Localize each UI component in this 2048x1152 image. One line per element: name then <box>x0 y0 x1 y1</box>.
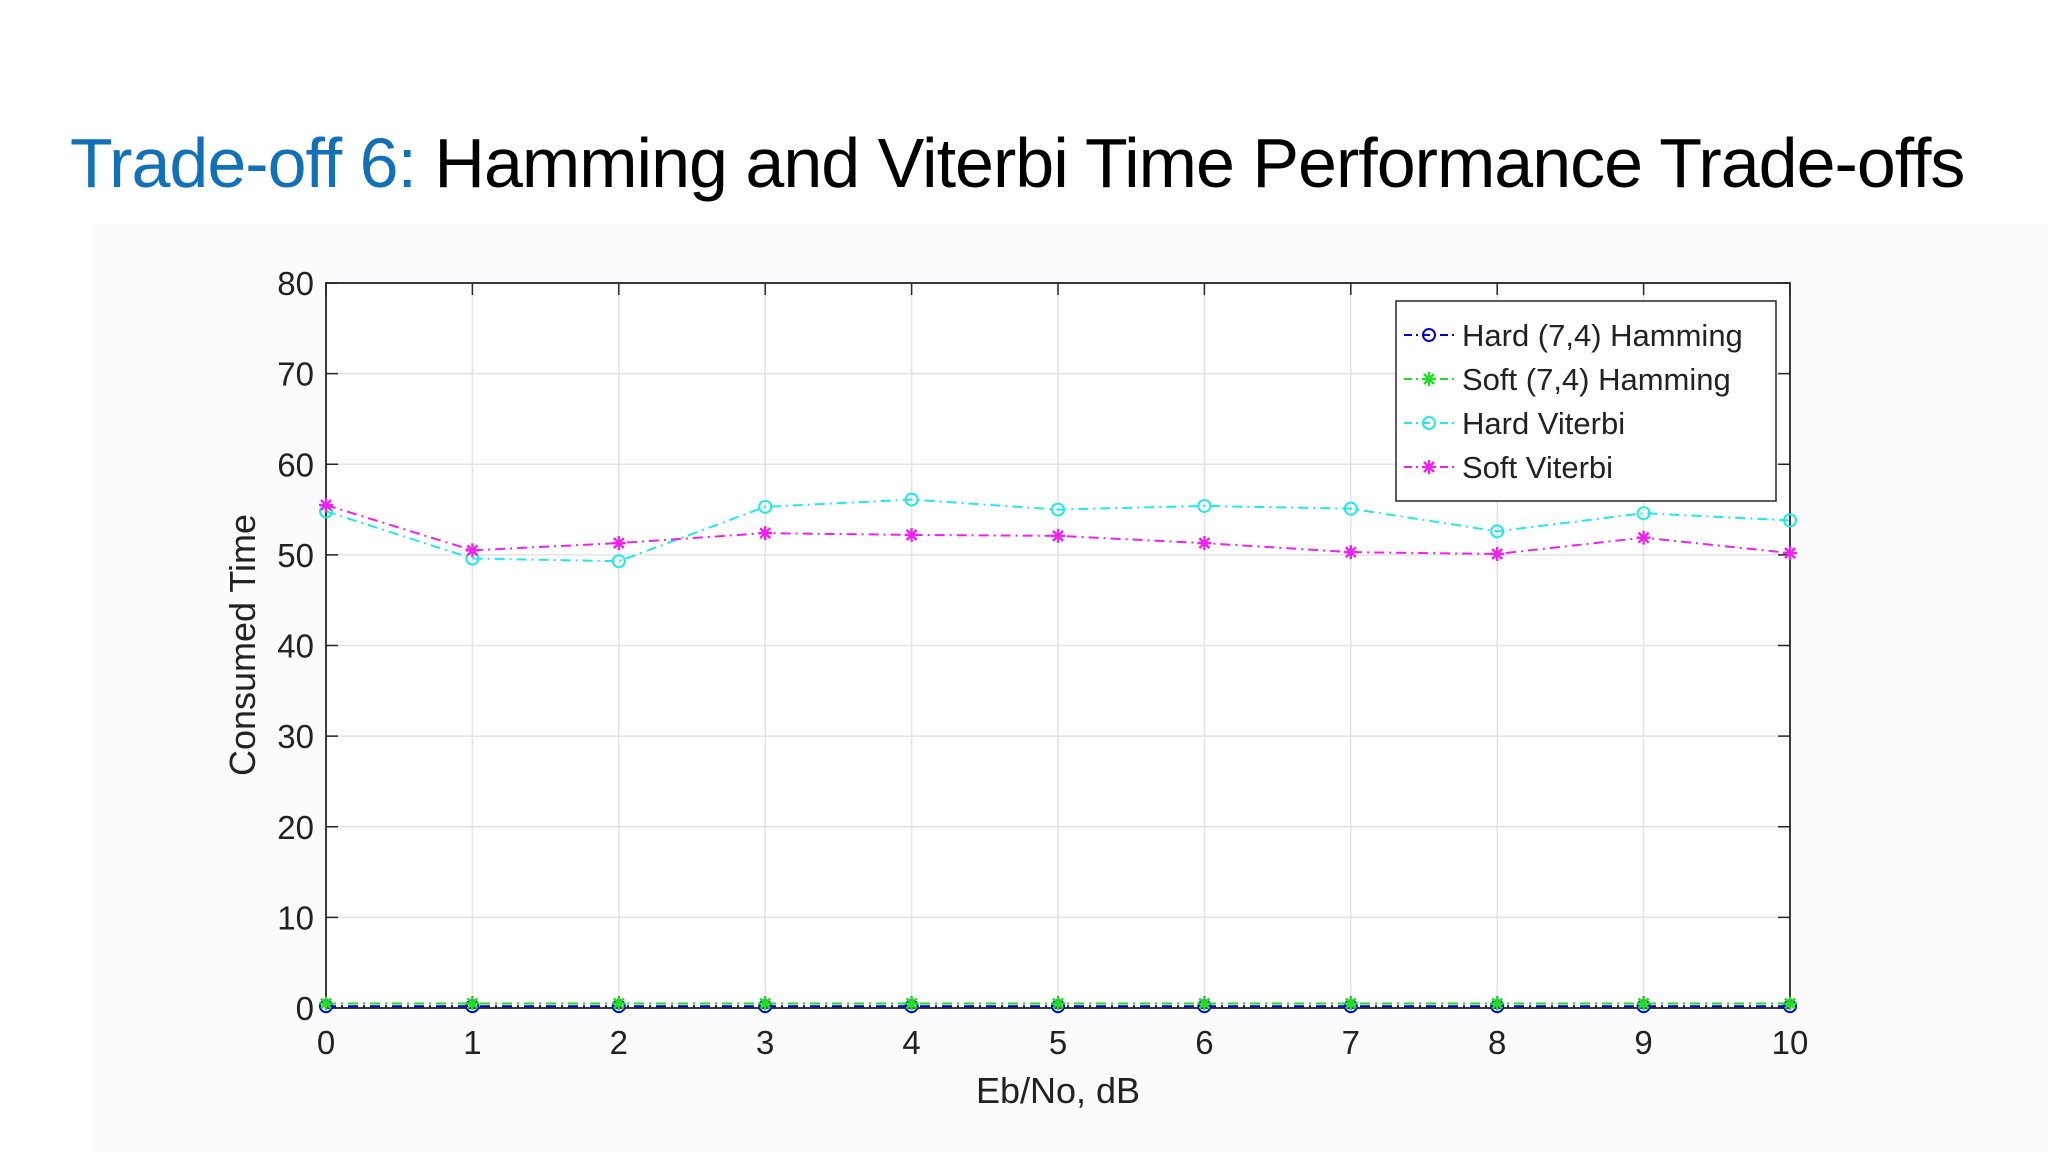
y-tick-label: 30 <box>277 718 314 755</box>
x-tick-label: 4 <box>902 1024 920 1061</box>
y-axis-label: Consumed Time <box>222 514 263 776</box>
data-point <box>1490 546 1505 561</box>
legend-label: Soft (7,4) Hamming <box>1462 362 1731 397</box>
data-point <box>1343 996 1358 1011</box>
legend-item: Hard Viterbi <box>1404 406 1625 441</box>
data-point <box>611 536 626 551</box>
y-tick-label: 60 <box>277 446 314 483</box>
legend-marker <box>1422 328 1436 342</box>
data-point <box>758 996 773 1011</box>
x-tick-label: 6 <box>1195 1024 1213 1061</box>
y-tick-label: 50 <box>277 537 314 574</box>
legend-item: Hard (7,4) Hamming <box>1404 318 1743 353</box>
slide-title-accent: Trade-off 6: <box>70 124 417 202</box>
series-line <box>325 498 1791 563</box>
data-point <box>1636 996 1651 1011</box>
line-chart: 0 1 2 3 4 5 6 7 8 9 10 0 10 20 30 40 50 60 70 80 Hard (7,4)… <box>222 265 1809 1111</box>
data-point <box>1636 530 1651 545</box>
legend-marker <box>1422 372 1436 386</box>
slide-title: Trade-off 6: Hamming and Viterbi Time Pe… <box>70 128 1965 198</box>
y-tick-label: 80 <box>277 265 314 302</box>
legend-box <box>1395 300 1777 502</box>
data-point <box>758 526 773 541</box>
data-point <box>1490 524 1505 539</box>
data-point <box>465 543 480 558</box>
series-line <box>325 504 1791 555</box>
x-tick-label: 5 <box>1049 1024 1067 1061</box>
x-tick-label: 8 <box>1488 1024 1506 1061</box>
legend-item: Soft (7,4) Hamming <box>1404 362 1731 397</box>
legend-label: Hard (7,4) Hamming <box>1462 318 1743 353</box>
legend-label: Soft Viterbi <box>1462 450 1613 485</box>
data-point <box>319 996 333 1011</box>
data-point <box>1783 513 1797 528</box>
legend-marker <box>1422 460 1436 474</box>
series-2 <box>319 492 1797 569</box>
data-point <box>1197 536 1212 551</box>
x-tick-label: 7 <box>1342 1024 1360 1061</box>
y-tick-label: 20 <box>277 809 314 846</box>
data-point <box>758 499 773 514</box>
legend-marker <box>1422 416 1436 430</box>
slide-title-main: Hamming and Viterbi Time Performance Tra… <box>434 124 1965 202</box>
x-axis-label: Eb/No, dB <box>976 1070 1140 1111</box>
data-point <box>1636 506 1651 521</box>
data-point <box>1490 996 1505 1011</box>
legend: Hard (7,4) Hamming Soft (7,4) Hamming Hard… <box>1395 300 1777 502</box>
x-tick-label: 2 <box>610 1024 628 1061</box>
data-point <box>1343 545 1358 560</box>
y-tick-label: 10 <box>277 899 314 936</box>
data-point <box>1343 501 1358 516</box>
data-point <box>1197 498 1212 513</box>
data-point <box>465 996 480 1011</box>
x-tick-label: 9 <box>1634 1024 1652 1061</box>
data-point <box>904 996 919 1011</box>
data-point <box>319 498 333 513</box>
data-point <box>611 996 626 1011</box>
series-3 <box>319 498 1797 561</box>
y-tick-label: 70 <box>277 356 314 393</box>
x-tick-label: 3 <box>756 1024 774 1061</box>
x-tick-label: 10 <box>1772 1024 1809 1061</box>
data-point <box>904 527 919 542</box>
data-series <box>319 492 1797 1014</box>
series-1 <box>319 996 1797 1011</box>
y-tick-label: 0 <box>296 990 314 1027</box>
legend-item: Soft Viterbi <box>1404 450 1613 485</box>
data-point <box>1051 528 1065 543</box>
figure-panel: 0 1 2 3 4 5 6 7 8 9 10 0 10 20 30 40 50 60 70 80 Hard (7,4)… <box>92 225 2048 1152</box>
y-tick-label: 40 <box>277 628 314 665</box>
data-point <box>1051 996 1065 1011</box>
x-tick-label: 1 <box>463 1024 481 1061</box>
data-point <box>1051 502 1065 517</box>
data-point <box>611 554 626 569</box>
data-point <box>1783 996 1797 1011</box>
data-point <box>1783 546 1797 561</box>
data-point <box>904 492 919 507</box>
legend-label: Hard Viterbi <box>1462 406 1625 441</box>
data-point <box>1197 996 1212 1011</box>
x-tick-label: 0 <box>317 1024 335 1061</box>
